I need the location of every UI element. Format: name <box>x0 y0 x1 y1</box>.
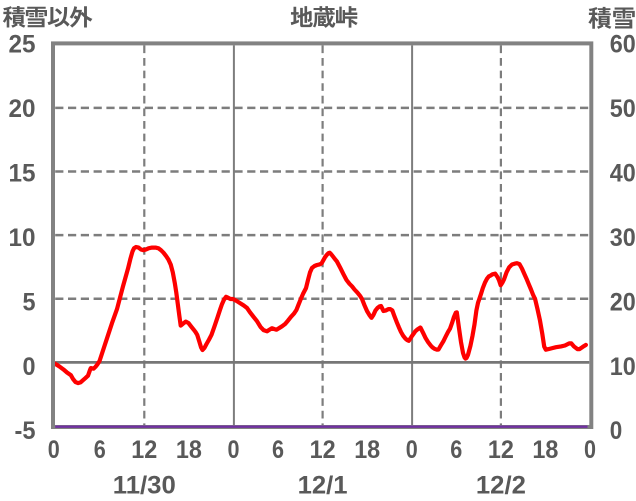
svg-text:12: 12 <box>488 436 514 464</box>
svg-text:40: 40 <box>610 160 636 188</box>
svg-text:10: 10 <box>9 224 36 252</box>
svg-text:0: 0 <box>584 436 596 464</box>
svg-text:20: 20 <box>9 95 36 123</box>
svg-text:15: 15 <box>9 160 36 188</box>
svg-text:20: 20 <box>610 288 636 316</box>
svg-text:10: 10 <box>610 353 636 381</box>
svg-text:5: 5 <box>23 288 36 316</box>
svg-text:12: 12 <box>310 436 336 464</box>
svg-text:0: 0 <box>23 353 36 381</box>
svg-text:18: 18 <box>354 436 380 464</box>
svg-text:18: 18 <box>176 436 202 464</box>
svg-text:50: 50 <box>610 95 636 123</box>
svg-text:12/1: 12/1 <box>298 471 348 499</box>
svg-text:30: 30 <box>610 224 636 252</box>
svg-text:6: 6 <box>450 436 462 464</box>
svg-text:60: 60 <box>610 31 636 59</box>
svg-text:0: 0 <box>48 436 60 464</box>
svg-text:6: 6 <box>94 436 106 464</box>
svg-text:12: 12 <box>131 436 157 464</box>
svg-text:0: 0 <box>610 417 623 445</box>
svg-text:0: 0 <box>406 436 418 464</box>
svg-text:6: 6 <box>272 436 284 464</box>
svg-text:25: 25 <box>9 31 36 59</box>
svg-text:18: 18 <box>532 436 558 464</box>
svg-text:0: 0 <box>228 436 240 464</box>
svg-text:-5: -5 <box>15 417 36 445</box>
svg-text:12/2: 12/2 <box>476 471 526 499</box>
svg-text:11/30: 11/30 <box>113 471 176 499</box>
